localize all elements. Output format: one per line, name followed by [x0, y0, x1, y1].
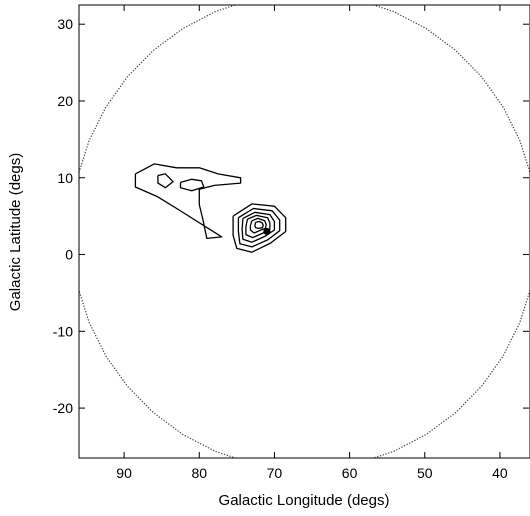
y-axis-ticks: 30 20 10 0 -10 -20 [53, 16, 529, 416]
y-tick-label: 30 [57, 16, 73, 32]
y-tick-label: -20 [53, 400, 73, 416]
contour-line-right-cluster-3 [232, 203, 287, 253]
x-tick-label: 40 [492, 465, 508, 481]
contour-line-left-cluster-2 [179, 178, 205, 192]
y-tick-label: 10 [57, 170, 73, 186]
x-tick-label: 90 [116, 465, 132, 481]
field-boundary-layer [79, 5, 530, 458]
y-tick-label: 20 [57, 93, 73, 109]
source-marker [263, 227, 271, 236]
contour-line-left-cluster-1 [157, 173, 174, 189]
field-boundary-circle [79, 5, 530, 458]
x-axis-ticks: 90 80 70 60 50 40 [116, 5, 508, 481]
contour-line-left-cluster-0 [134, 163, 242, 240]
x-tick-label: 50 [417, 465, 433, 481]
contour-line-right-cluster-7 [249, 217, 267, 234]
contour-line-right-cluster-4 [237, 207, 281, 248]
x-tick-label: 60 [342, 465, 358, 481]
marker-layer [263, 227, 271, 236]
y-tick-label: -10 [53, 323, 73, 339]
x-tick-label: 80 [191, 465, 207, 481]
x-tick-label: 70 [267, 465, 283, 481]
plot-frame [78, 4, 530, 459]
y-tick-label: 0 [65, 247, 73, 263]
contour-layer [134, 163, 287, 253]
x-axis-label: Galactic Longitude (degs) [219, 492, 390, 509]
contour-line-right-cluster-8 [254, 220, 264, 230]
y-axis-label: Galactic Latitude (degs) [7, 153, 24, 311]
